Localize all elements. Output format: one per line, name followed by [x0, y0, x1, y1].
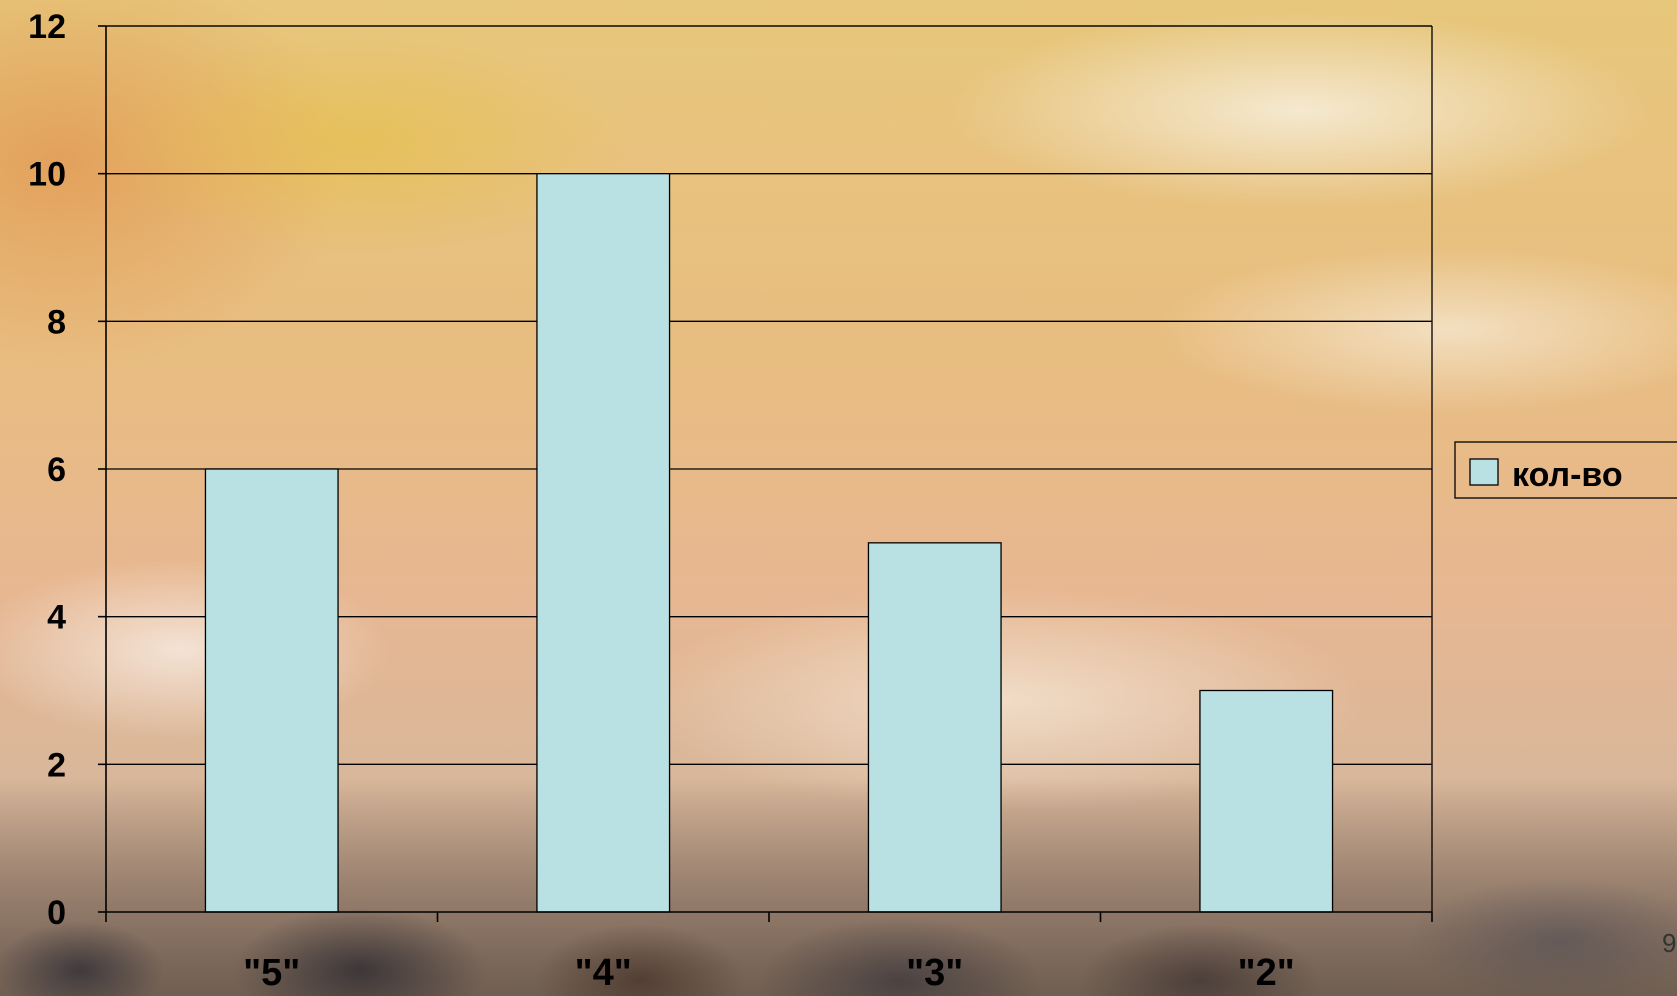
y-tick-label: 4 — [47, 599, 66, 637]
y-tick-label: 8 — [47, 303, 66, 341]
legend-box — [1454, 441, 1677, 499]
x-tick-label: "5" — [243, 952, 300, 994]
y-tick-label: 2 — [47, 746, 66, 784]
bar-2 — [867, 542, 1002, 913]
axes — [98, 25, 1433, 922]
y-tick-labels: 0 2 4 6 8 10 12 — [28, 8, 66, 932]
legend-label: кол-во — [1512, 456, 1623, 494]
bars — [204, 173, 1334, 913]
y-tick-label: 0 — [47, 894, 66, 932]
legend: кол-во — [1454, 441, 1677, 499]
bar-0 — [204, 468, 339, 913]
bar-3 — [1199, 689, 1334, 913]
legend-swatch — [1469, 458, 1499, 486]
x-tick-label: "4" — [575, 952, 632, 994]
y-tick-label: 12 — [28, 8, 66, 46]
y-tick-label: 10 — [28, 156, 66, 194]
bar-1 — [536, 173, 671, 913]
x-tick-label: "2" — [1238, 952, 1295, 994]
y-tick-label: 6 — [47, 451, 66, 489]
x-tick-label: "3" — [906, 952, 963, 994]
page-number: 9 — [1662, 928, 1676, 958]
x-tick-labels: "5" "4" "3" "2" — [243, 952, 1295, 994]
